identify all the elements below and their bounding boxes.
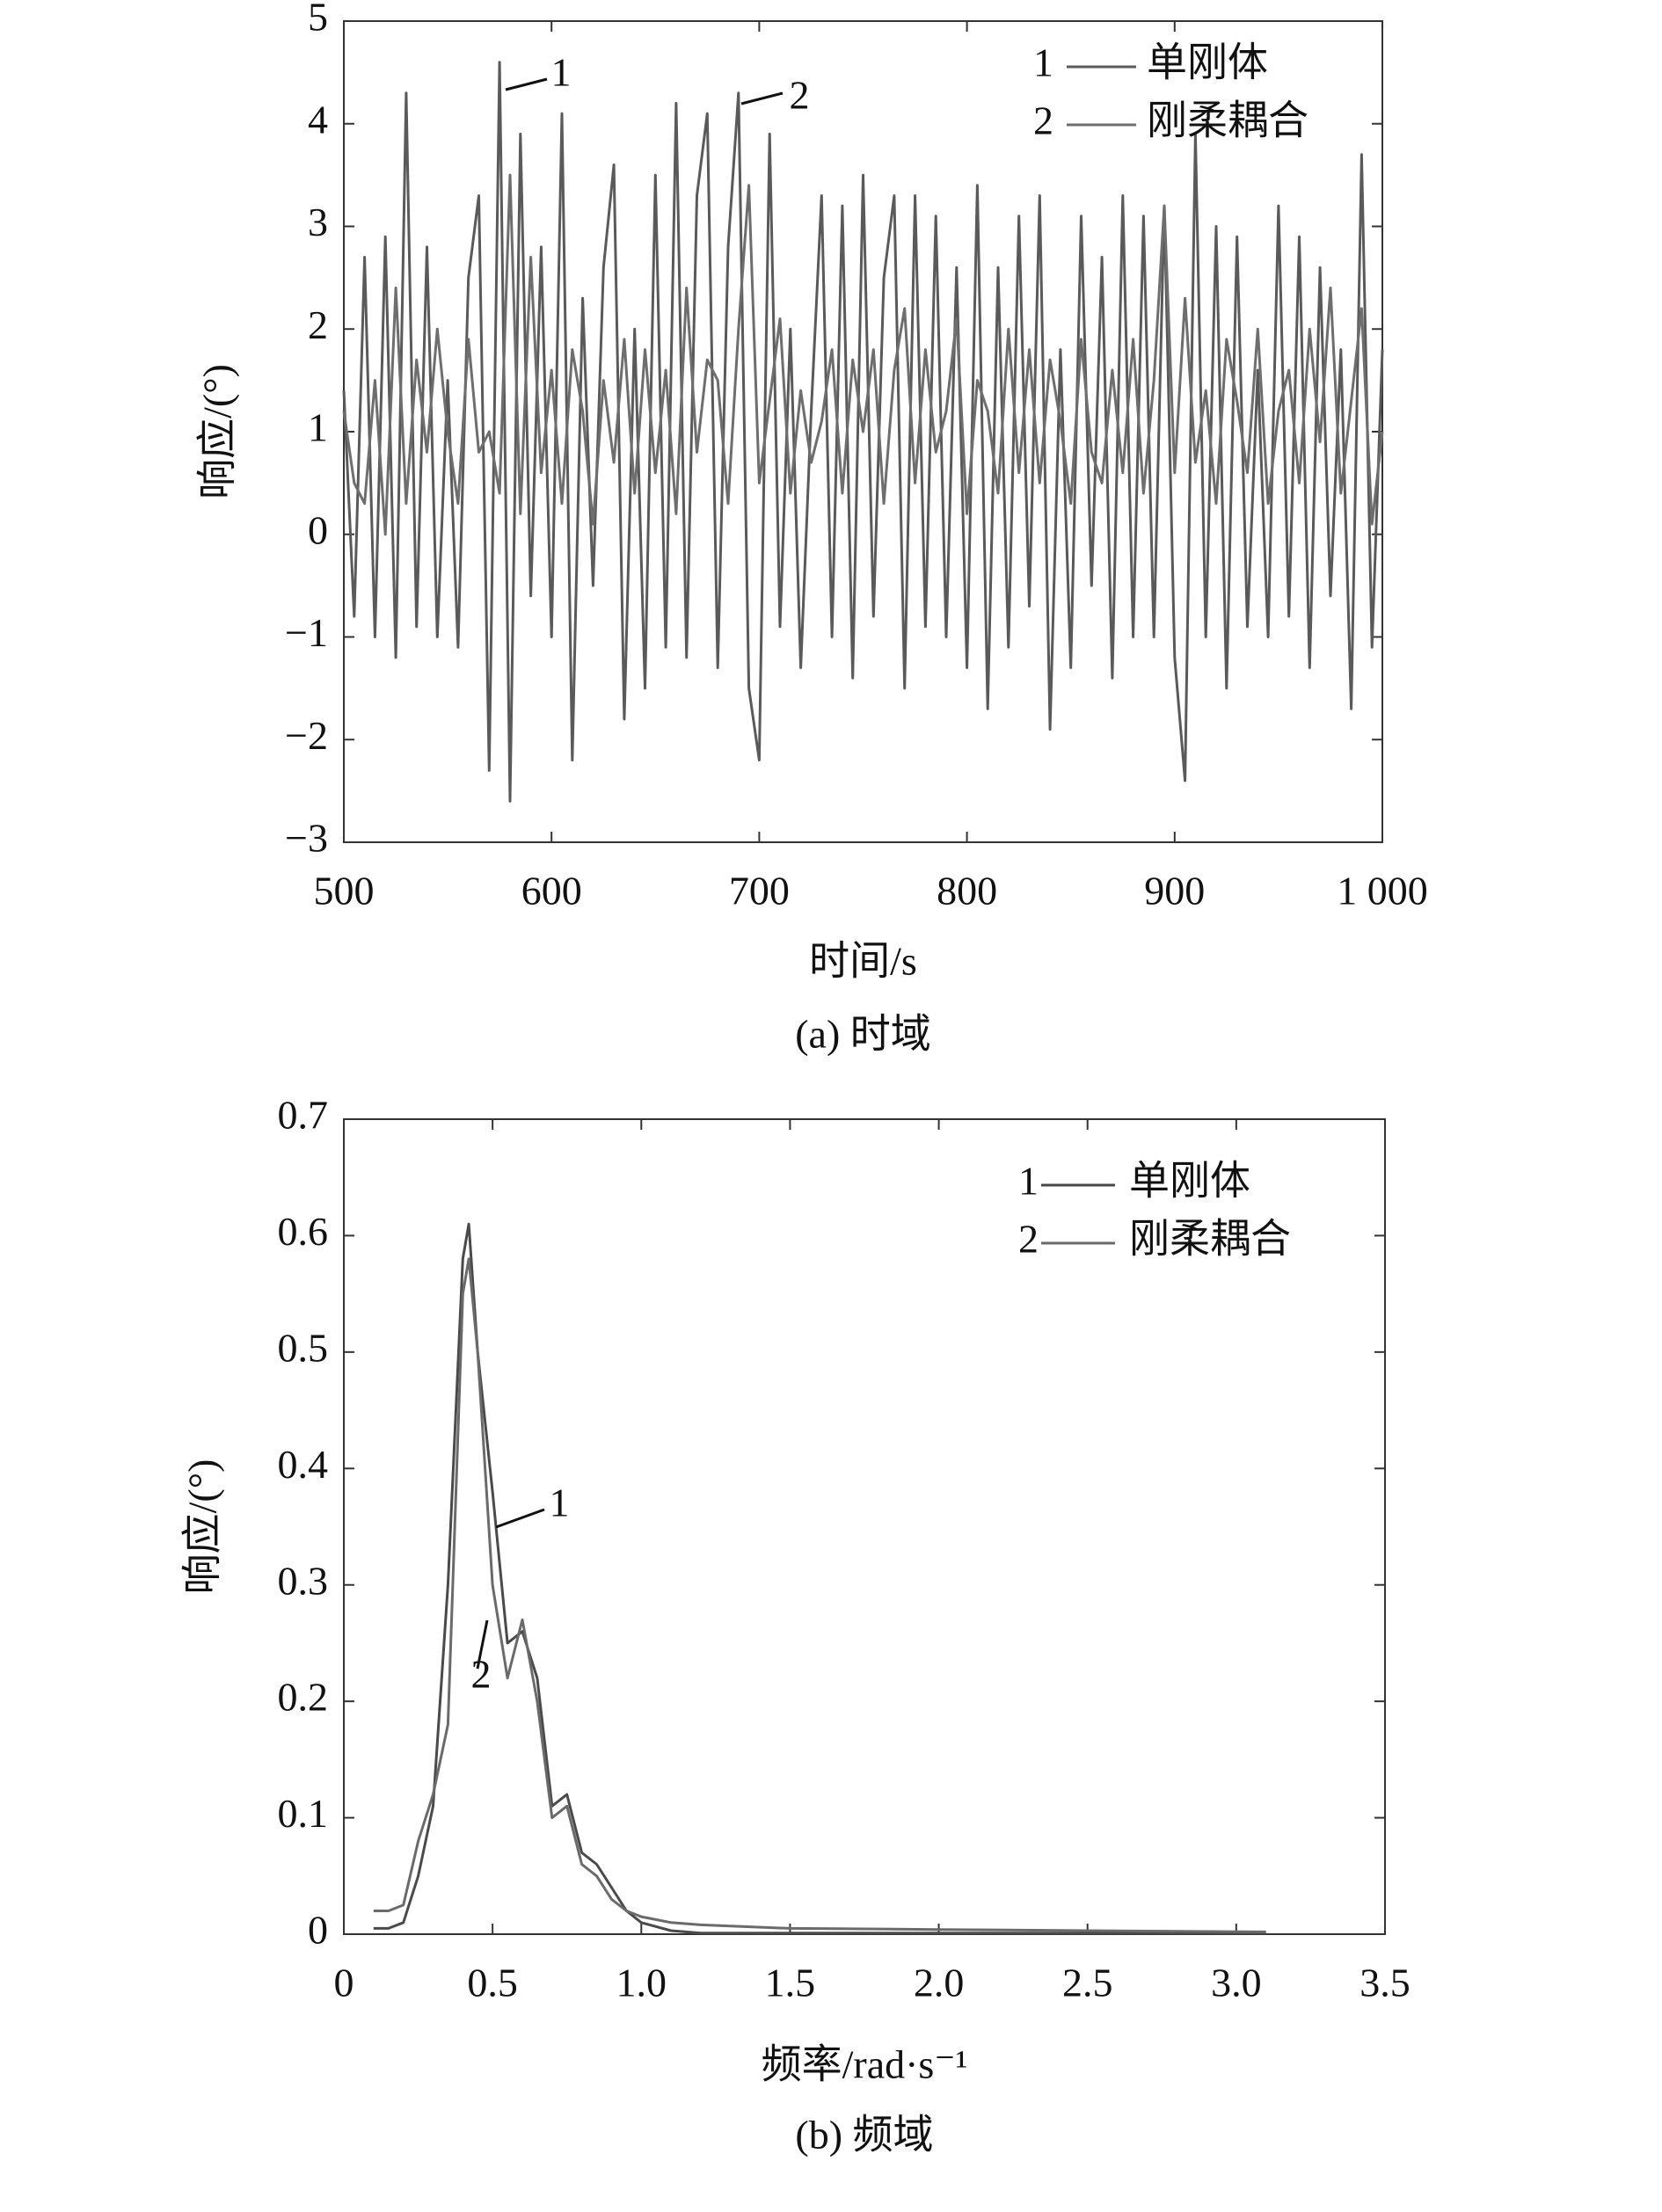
y-tick-label: 3 bbox=[308, 200, 328, 244]
leader-line bbox=[740, 91, 784, 106]
y-axis-label: 响应/(°) bbox=[180, 1459, 225, 1595]
legend-number: 2 bbox=[1018, 1217, 1039, 1262]
leader-line bbox=[476, 1619, 489, 1670]
annotation: 1 bbox=[551, 50, 572, 95]
x-tick-label: 1.5 bbox=[765, 1961, 816, 2005]
legend-number: 1 bbox=[1018, 1159, 1039, 1204]
y-tick-label: 0 bbox=[308, 507, 328, 552]
y-tick-label: 0.2 bbox=[278, 1675, 329, 1720]
annotation: 2 bbox=[471, 1652, 492, 1697]
y-tick-label: 0.7 bbox=[278, 1093, 329, 1138]
y-tick-label: 1 bbox=[308, 405, 328, 450]
x-tick-label: 1 000 bbox=[1337, 869, 1428, 913]
x-tick-label: 3.0 bbox=[1211, 1961, 1262, 2005]
legend-label: 刚柔耦合 bbox=[1129, 1217, 1291, 1262]
series-line bbox=[373, 1222, 1266, 1935]
leader-line bbox=[495, 1508, 545, 1529]
x-tick-label: 600 bbox=[521, 869, 582, 913]
legend-label: 单刚体 bbox=[1147, 40, 1268, 85]
y-tick-label: 4 bbox=[308, 97, 328, 142]
x-axis-label: 频率/rad·s⁻¹ bbox=[762, 2042, 968, 2087]
series-line bbox=[342, 173, 1384, 536]
x-tick-label: 1.0 bbox=[616, 1961, 667, 2005]
y-axis-label: 响应/(°) bbox=[195, 364, 240, 499]
annotation: 2 bbox=[790, 73, 810, 118]
leader-line bbox=[505, 77, 548, 91]
series-line bbox=[342, 61, 1384, 803]
x-tick-label: 0.5 bbox=[467, 1961, 518, 2005]
x-tick-label: 3.5 bbox=[1359, 1961, 1411, 2005]
y-tick-label: 0 bbox=[308, 1908, 328, 1953]
y-tick-label: 0.1 bbox=[278, 1791, 329, 1836]
caption: (b) 频域 bbox=[795, 2113, 933, 2157]
legend-label: 刚柔耦合 bbox=[1147, 98, 1308, 143]
series-line bbox=[373, 1257, 1266, 1933]
legend-label: 单刚体 bbox=[1129, 1159, 1250, 1204]
x-tick-label: 0 bbox=[334, 1961, 354, 2005]
caption: (a) 时域 bbox=[795, 1012, 931, 1057]
annotation: 1 bbox=[550, 1481, 570, 1525]
legend-number: 1 bbox=[1033, 40, 1053, 85]
y-tick-label: 0.3 bbox=[278, 1558, 329, 1603]
y-tick-label: −1 bbox=[285, 610, 328, 655]
y-tick-label: −2 bbox=[285, 713, 328, 758]
y-tick-label: 0.4 bbox=[278, 1442, 329, 1487]
x-tick-label: 2.5 bbox=[1062, 1961, 1113, 2005]
y-tick-label: 0.5 bbox=[278, 1325, 329, 1370]
y-tick-label: 0.6 bbox=[278, 1209, 329, 1254]
y-tick-label: −3 bbox=[285, 816, 328, 861]
y-tick-label: 2 bbox=[308, 302, 328, 347]
x-tick-label: 900 bbox=[1144, 869, 1205, 913]
legend-number: 2 bbox=[1033, 98, 1053, 143]
x-tick-label: 2.0 bbox=[914, 1961, 965, 2005]
x-tick-label: 500 bbox=[314, 869, 375, 913]
x-axis-label: 时间/s bbox=[809, 939, 917, 984]
y-tick-label: 5 bbox=[308, 0, 328, 40]
x-tick-label: 800 bbox=[937, 869, 997, 913]
x-tick-label: 700 bbox=[729, 869, 790, 913]
